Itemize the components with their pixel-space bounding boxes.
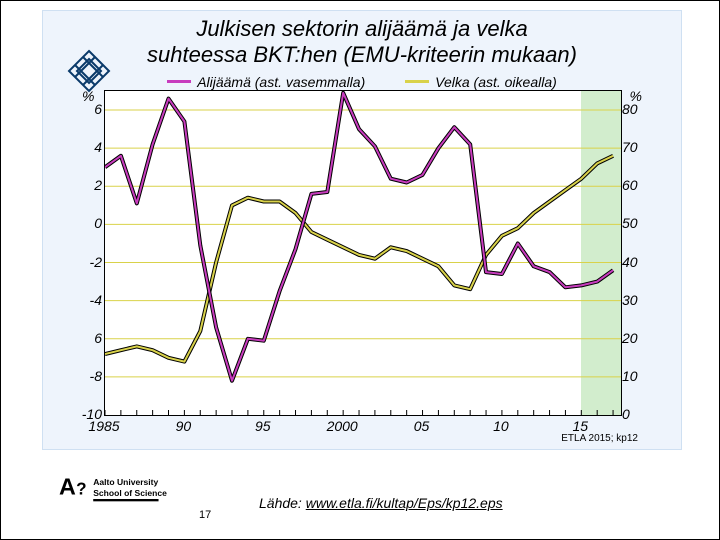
y-right-tick: 50: [622, 215, 644, 231]
chart-title: Julkisen sektorin alijäämä ja velka suht…: [42, 16, 682, 68]
x-tick: 2000: [327, 418, 358, 434]
legend-item-deficit: Alijäämä (ast. vasemmalla): [167, 74, 365, 90]
legend-item-debt: Velka (ast. oikealla): [405, 74, 557, 90]
footer-source: Lähde: www.etla.fi/kultap/Eps/kp12.eps: [259, 495, 503, 511]
y-left-tick: 0: [80, 215, 102, 231]
aalto-logo-icon: A ? Aalto University School of Science: [59, 471, 199, 513]
legend-swatch-deficit: [167, 80, 191, 83]
y-left-tick: 4: [80, 139, 102, 155]
y-right-tick: 10: [622, 368, 644, 384]
x-tick: 05: [414, 418, 430, 434]
y-left-tick: 2: [80, 177, 102, 193]
y-left-tick: -2: [80, 254, 102, 270]
legend-label-debt: Velka (ast. oikealla): [435, 74, 557, 90]
x-tick: 95: [255, 418, 271, 434]
legend-label-deficit: Alijäämä (ast. vasemmalla): [197, 74, 365, 90]
page-number: 17: [199, 509, 211, 521]
x-tick: 1985: [88, 418, 119, 434]
title-line-2: suhteessa BKT:hen (EMU-kriteerin mukaan): [42, 42, 682, 68]
chart-legend: Alijäämä (ast. vasemmalla) Velka (ast. o…: [42, 70, 682, 90]
slide: Julkisen sektorin alijäämä ja velka suht…: [0, 0, 720, 540]
y-right-tick: 20: [622, 330, 644, 346]
slide-footer: A ? Aalto University School of Science L…: [59, 471, 679, 521]
y-right-tick: 80: [622, 101, 644, 117]
y-left-tick: 6: [80, 101, 102, 117]
source-caption: ETLA 2015; kp12: [561, 433, 638, 444]
x-tick: 15: [573, 418, 589, 434]
y-left-tick: -8: [80, 368, 102, 384]
y-left-tick: -4: [80, 292, 102, 308]
svg-text:School of Science: School of Science: [93, 488, 167, 498]
y-right-tick: 30: [622, 292, 644, 308]
y-right-tick: 0: [622, 406, 644, 422]
chart-plot-area: [104, 90, 622, 416]
chart-frame: Julkisen sektorin alijäämä ja velka suht…: [41, 9, 683, 451]
title-line-1: Julkisen sektorin alijäämä ja velka: [42, 16, 682, 42]
y-right-tick: 40: [622, 254, 644, 270]
footer-label: Lähde:: [259, 495, 306, 511]
x-tick: 90: [176, 418, 192, 434]
svg-text:A: A: [59, 473, 76, 499]
y-left-tick: 6: [80, 330, 102, 346]
chart-lines: [105, 91, 621, 415]
legend-swatch-debt: [405, 80, 429, 83]
y-right-tick: 70: [622, 139, 644, 155]
y-right-tick: 60: [622, 177, 644, 193]
svg-text:?: ?: [76, 479, 86, 498]
x-tick: 10: [493, 418, 509, 434]
svg-text:Aalto University: Aalto University: [93, 477, 158, 487]
source-link[interactable]: www.etla.fi/kultap/Eps/kp12.eps: [306, 495, 503, 511]
